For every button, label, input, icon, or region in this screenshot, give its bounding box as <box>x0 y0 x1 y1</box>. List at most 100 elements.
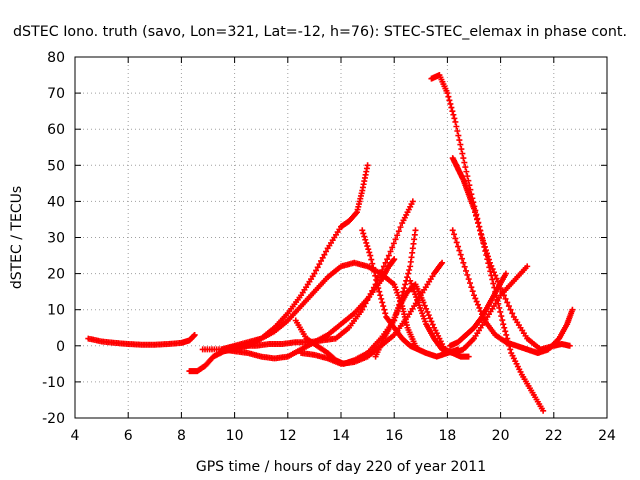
data-point <box>380 303 387 310</box>
data-point <box>360 303 367 310</box>
series-track <box>292 227 419 367</box>
data-point <box>428 318 435 325</box>
data-point <box>387 248 394 255</box>
data-point <box>499 317 506 324</box>
data-point <box>489 266 496 273</box>
data-point <box>444 90 451 97</box>
data-point <box>498 313 505 320</box>
data-point <box>364 297 371 304</box>
data-point <box>359 227 366 234</box>
data-point <box>377 292 384 299</box>
data-point <box>446 97 453 104</box>
data-point <box>462 164 469 171</box>
data-point <box>385 252 392 259</box>
axis-ticks: 4 6 8 10 12 14 16 18 20 22 24 -20 -10 0 10 20 30 40 50 60 70… <box>42 50 616 444</box>
data-point <box>450 111 457 118</box>
y-tick-label: 10 <box>47 303 65 319</box>
data-series <box>85 72 576 414</box>
data-point <box>352 210 359 217</box>
x-tick-label: 6 <box>124 428 133 444</box>
chart-title: dSTEC Iono. truth (savo, Lon=321, Lat=-1… <box>13 24 627 40</box>
data-point <box>566 342 573 349</box>
x-tick-label: 24 <box>598 428 616 444</box>
y-tick-label: 20 <box>47 267 65 283</box>
y-tick-label: -20 <box>42 411 65 427</box>
data-point <box>509 310 516 317</box>
data-point <box>477 230 484 237</box>
data-point <box>384 256 391 263</box>
data-point <box>502 295 509 302</box>
data-point <box>540 407 547 414</box>
data-point <box>472 295 479 302</box>
data-point <box>476 304 483 311</box>
x-tick-label: 12 <box>279 428 297 444</box>
series-track <box>359 227 462 360</box>
data-point <box>507 306 514 313</box>
data-point <box>447 100 454 107</box>
data-point <box>482 247 489 254</box>
data-point <box>471 205 477 212</box>
data-point <box>364 162 371 169</box>
data-point <box>420 299 427 306</box>
data-point <box>481 243 488 250</box>
data-point <box>467 280 474 287</box>
data-point <box>313 267 320 274</box>
x-tick-label: 8 <box>177 428 186 444</box>
data-point <box>458 146 465 153</box>
data-point <box>401 285 408 292</box>
data-point <box>439 259 446 266</box>
data-point <box>524 263 531 270</box>
data-point <box>503 331 510 338</box>
data-point <box>369 287 376 294</box>
data-point <box>460 259 467 266</box>
data-point <box>374 280 381 287</box>
data-point <box>425 312 432 319</box>
data-point <box>474 301 481 308</box>
data-point <box>463 168 470 175</box>
data-point <box>373 276 380 283</box>
data-point <box>459 255 466 262</box>
data-point <box>569 306 576 313</box>
data-point <box>463 267 470 274</box>
data-point <box>469 288 476 295</box>
x-tick-label: 16 <box>385 428 403 444</box>
data-point <box>429 321 436 328</box>
data-point <box>375 285 382 292</box>
data-point <box>507 346 514 353</box>
data-point <box>321 251 328 258</box>
data-point <box>459 150 466 157</box>
data-point <box>421 302 428 309</box>
data-point <box>390 240 397 247</box>
data-point <box>464 173 471 180</box>
x-axis-label: GPS time / hours of day 220 of year 2011 <box>196 459 486 475</box>
data-point <box>382 310 389 317</box>
y-tick-label: 40 <box>47 194 65 210</box>
data-point <box>456 137 463 144</box>
data-point <box>471 292 477 299</box>
data-point <box>311 270 318 277</box>
data-point <box>495 300 502 307</box>
data-point <box>473 298 480 305</box>
data-point <box>455 132 462 139</box>
x-tick-label: 20 <box>492 428 510 444</box>
data-point <box>369 260 376 267</box>
y-tick-label: 70 <box>47 86 65 102</box>
data-point <box>452 118 459 125</box>
data-point <box>493 275 500 282</box>
data-point <box>489 276 496 283</box>
data-point <box>319 254 326 261</box>
data-point <box>476 227 483 234</box>
y-tick-label: 60 <box>47 122 65 138</box>
data-point <box>451 231 458 238</box>
data-point <box>359 306 366 313</box>
data-point <box>360 230 367 237</box>
data-point <box>376 288 383 295</box>
series-track <box>372 281 472 360</box>
data-point <box>457 251 464 258</box>
data-point <box>404 274 411 281</box>
y-tick-label: 0 <box>56 339 65 355</box>
data-point <box>464 271 471 278</box>
data-point <box>371 268 378 275</box>
data-point <box>381 306 388 313</box>
data-point <box>372 272 379 279</box>
